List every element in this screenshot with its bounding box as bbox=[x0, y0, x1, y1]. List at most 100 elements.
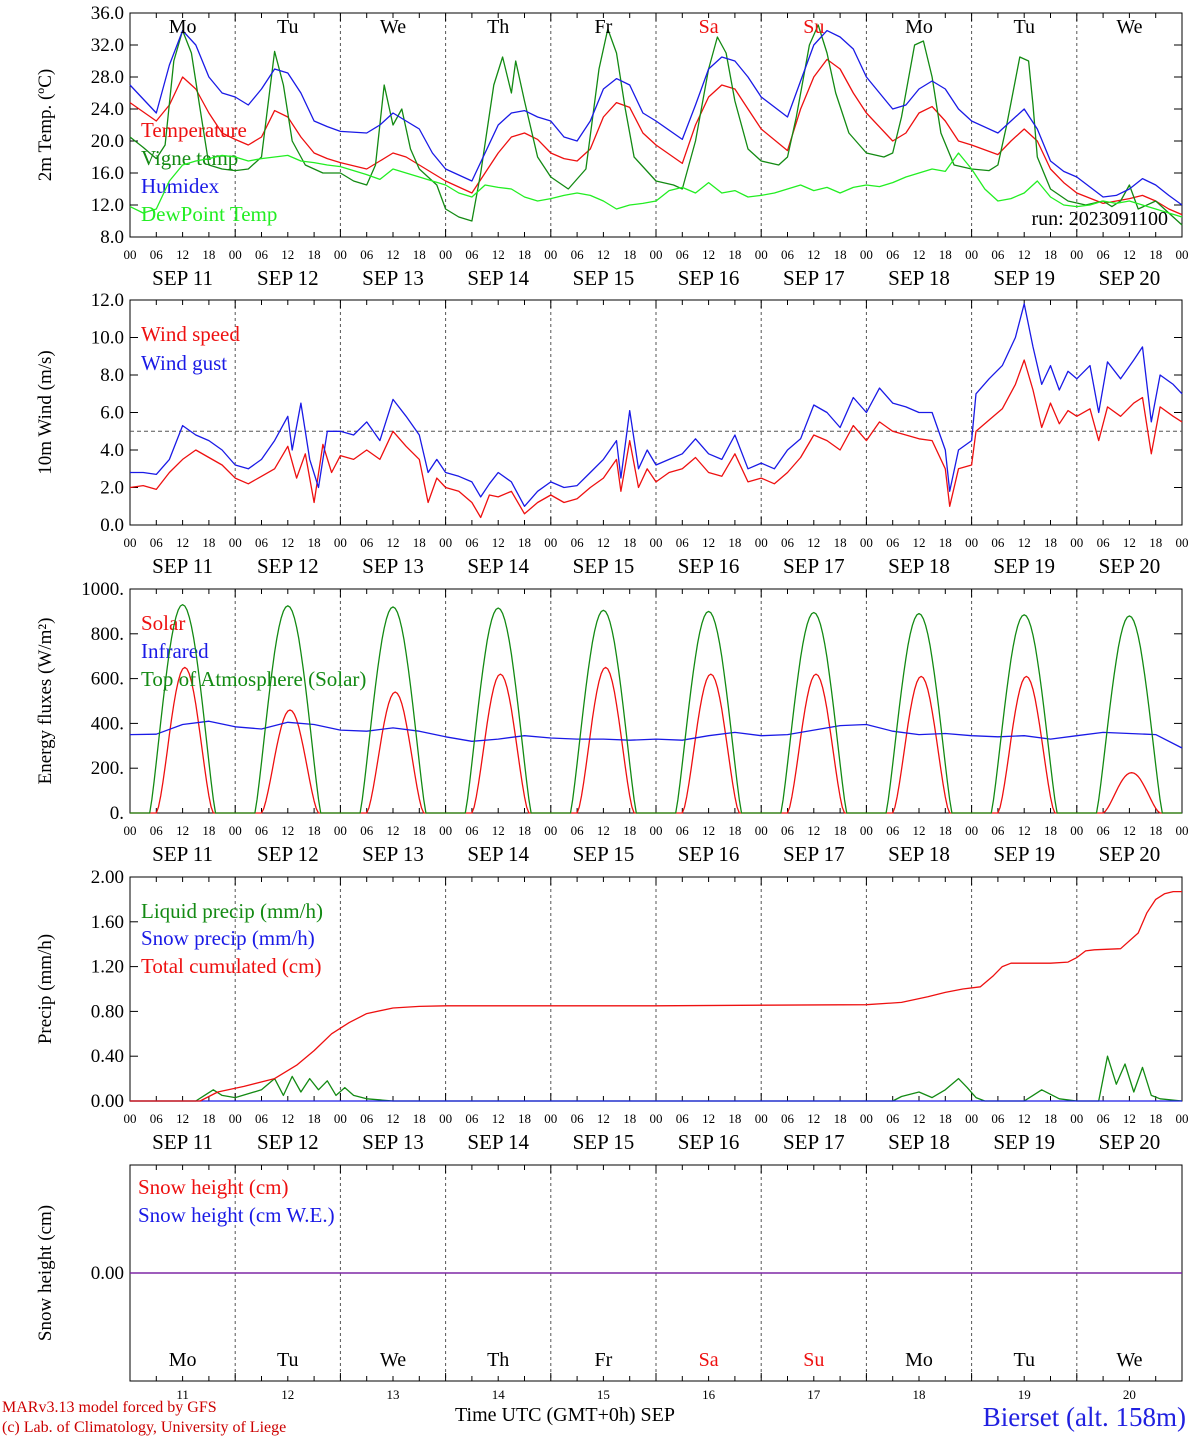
hour-tick-label: 00 bbox=[1070, 1111, 1083, 1126]
y-tick-label: 0. bbox=[110, 803, 124, 824]
hour-tick-label: 18 bbox=[834, 823, 847, 838]
date-label: SEP 16 bbox=[678, 266, 740, 290]
hour-tick-label: 18 bbox=[939, 1111, 952, 1126]
lab-credit: (c) Lab. of Climatology, University of L… bbox=[2, 1419, 287, 1436]
hour-tick-label: 00 bbox=[860, 823, 873, 838]
date-label: SEP 20 bbox=[1099, 554, 1161, 578]
y-tick-label: 1.60 bbox=[91, 912, 124, 933]
hour-tick-label: 12 bbox=[702, 535, 715, 550]
y-tick-label: 8.0 bbox=[100, 227, 124, 248]
y-tick-label: 10.0 bbox=[91, 328, 124, 349]
hour-tick-label: 12 bbox=[1018, 823, 1031, 838]
hour-tick-label: 18 bbox=[939, 823, 952, 838]
hour-tick-label: 12 bbox=[387, 823, 400, 838]
legend-entry: DewPoint Temp bbox=[141, 202, 277, 226]
hour-tick-label: 00 bbox=[439, 535, 452, 550]
date-label: SEP 19 bbox=[993, 266, 1055, 290]
hour-tick-label: 12 bbox=[1018, 1111, 1031, 1126]
date-label: SEP 13 bbox=[362, 554, 424, 578]
hour-tick-label: 18 bbox=[202, 823, 215, 838]
hour-tick-label: 06 bbox=[781, 247, 795, 262]
hour-tick-label: 06 bbox=[465, 823, 479, 838]
y-tick-label: 1.20 bbox=[91, 957, 124, 978]
day-number-label: 16 bbox=[702, 1387, 716, 1402]
weekday-label: Tu bbox=[277, 16, 299, 38]
hour-tick-label: 06 bbox=[1097, 823, 1111, 838]
weekday-label: We bbox=[1116, 16, 1142, 38]
hour-tick-label: 12 bbox=[597, 247, 610, 262]
hour-tick-label: 12 bbox=[176, 1111, 189, 1126]
hour-tick-label: 00 bbox=[650, 247, 663, 262]
hour-tick-label: 18 bbox=[728, 247, 741, 262]
date-label: SEP 14 bbox=[467, 266, 529, 290]
date-label: SEP 11 bbox=[152, 266, 213, 290]
legend-entry: Total cumulated (cm) bbox=[141, 954, 321, 978]
day-number-label: 14 bbox=[492, 1387, 506, 1402]
hour-tick-label: 00 bbox=[334, 1111, 347, 1126]
hour-tick-label: 00 bbox=[544, 1111, 557, 1126]
hour-tick-label: 06 bbox=[255, 247, 269, 262]
date-label: SEP 18 bbox=[888, 842, 950, 866]
hour-tick-label: 18 bbox=[518, 535, 531, 550]
hour-tick-label: 18 bbox=[413, 247, 426, 262]
date-label: SEP 18 bbox=[888, 1130, 950, 1154]
y-tick-label: 36.0 bbox=[91, 3, 124, 24]
date-label: SEP 15 bbox=[573, 1130, 635, 1154]
hour-tick-label: 12 bbox=[913, 535, 926, 550]
weekday-label: Mo bbox=[905, 16, 933, 38]
hour-tick-label: 00 bbox=[544, 535, 557, 550]
hour-tick-label: 18 bbox=[308, 823, 321, 838]
hour-tick-label: 00 bbox=[650, 1111, 663, 1126]
day-number-label: 17 bbox=[807, 1387, 821, 1402]
date-label: SEP 14 bbox=[467, 554, 529, 578]
hour-tick-label: 00 bbox=[124, 1111, 137, 1126]
hour-tick-label: 06 bbox=[991, 247, 1005, 262]
weekday-label: Tu bbox=[1013, 1349, 1035, 1371]
y-tick-label: 0.00 bbox=[91, 1091, 124, 1112]
hour-tick-label: 00 bbox=[1176, 1111, 1189, 1126]
hour-tick-label: 06 bbox=[676, 535, 690, 550]
hour-tick-label: 06 bbox=[150, 823, 164, 838]
hour-tick-label: 18 bbox=[623, 1111, 636, 1126]
hour-tick-label: 18 bbox=[834, 247, 847, 262]
legend-entry: Temperature bbox=[141, 118, 247, 142]
weekday-label: Th bbox=[487, 16, 509, 38]
hour-tick-label: 06 bbox=[360, 247, 374, 262]
date-label: SEP 18 bbox=[888, 266, 950, 290]
hour-tick-label: 18 bbox=[518, 823, 531, 838]
y-tick-label: 12.0 bbox=[91, 290, 124, 311]
date-label: SEP 11 bbox=[152, 1130, 213, 1154]
hour-tick-label: 06 bbox=[255, 1111, 269, 1126]
hour-tick-label: 12 bbox=[913, 823, 926, 838]
hour-tick-label: 18 bbox=[834, 535, 847, 550]
hour-tick-label: 06 bbox=[676, 1111, 690, 1126]
series-line bbox=[130, 303, 1183, 507]
hour-tick-label: 00 bbox=[1070, 535, 1083, 550]
hour-tick-label: 06 bbox=[781, 535, 795, 550]
date-label: SEP 17 bbox=[783, 266, 845, 290]
y-tick-label: 32.0 bbox=[91, 35, 124, 56]
hour-tick-label: 00 bbox=[965, 1111, 978, 1126]
date-label: SEP 13 bbox=[362, 842, 424, 866]
hour-tick-label: 18 bbox=[413, 823, 426, 838]
hour-tick-label: 00 bbox=[860, 247, 873, 262]
hour-tick-label: 00 bbox=[229, 535, 242, 550]
hour-tick-label: 00 bbox=[650, 823, 663, 838]
hour-tick-label: 06 bbox=[255, 823, 269, 838]
hour-tick-label: 12 bbox=[807, 535, 820, 550]
hour-tick-label: 18 bbox=[1044, 823, 1057, 838]
date-label: SEP 13 bbox=[362, 266, 424, 290]
weekday-label: Mo bbox=[169, 16, 197, 38]
date-label: SEP 19 bbox=[993, 842, 1055, 866]
hour-tick-label: 12 bbox=[281, 535, 294, 550]
hour-tick-label: 00 bbox=[124, 247, 137, 262]
date-label: SEP 15 bbox=[573, 554, 635, 578]
hour-tick-label: 06 bbox=[255, 535, 269, 550]
hour-tick-label: 06 bbox=[886, 1111, 900, 1126]
hour-tick-label: 18 bbox=[1044, 1111, 1057, 1126]
hour-tick-label: 00 bbox=[229, 1111, 242, 1126]
hour-tick-label: 18 bbox=[308, 535, 321, 550]
y-tick-label: 8.0 bbox=[100, 365, 124, 386]
hour-tick-label: 18 bbox=[1149, 823, 1162, 838]
weekday-label: We bbox=[380, 16, 406, 38]
